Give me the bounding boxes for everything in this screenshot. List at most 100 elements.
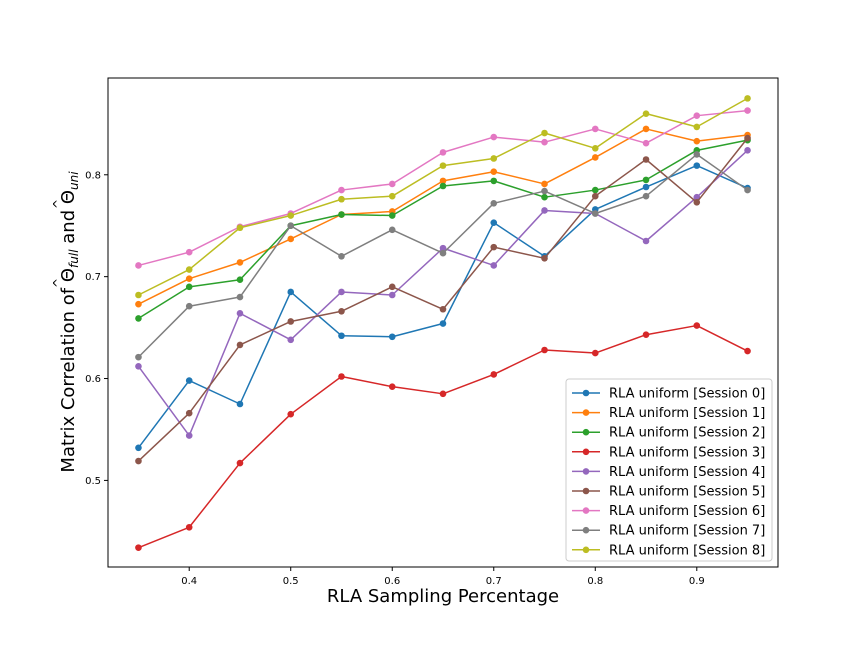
data-point	[236, 224, 244, 232]
data-point	[693, 137, 701, 145]
legend: RLA uniform [Session 0] RLA uniform [Sess…	[565, 378, 773, 562]
legend-marker	[582, 487, 590, 495]
data-point	[642, 192, 650, 200]
y-tick-label: 0.6	[85, 374, 101, 385]
data-point	[642, 331, 650, 339]
legend-marker	[582, 468, 590, 475]
data-point	[591, 186, 599, 194]
x-axis-ticks: 0.4 0.5 0.6 0.7 0.8 0.9	[181, 567, 705, 587]
data-point	[236, 341, 244, 349]
data-point	[388, 283, 396, 291]
data-point	[388, 192, 396, 200]
data-point	[490, 200, 498, 207]
data-point	[338, 332, 345, 340]
data-point	[388, 212, 396, 219]
series-session-7	[135, 151, 751, 361]
data-point	[338, 288, 345, 296]
data-point	[490, 371, 498, 378]
data-point	[693, 112, 701, 119]
data-point	[338, 373, 345, 380]
legend-entry: RLA uniform [Session 5]	[572, 485, 765, 500]
data-point	[236, 459, 244, 467]
data-point	[236, 293, 244, 301]
data-point	[439, 320, 447, 327]
legend-label: RLA uniform [Session 6]	[609, 504, 765, 519]
data-point	[185, 432, 193, 439]
data-point	[591, 210, 599, 217]
data-point	[744, 347, 751, 355]
y-axis-title-sub-uni: uni	[67, 171, 81, 190]
data-point	[541, 207, 548, 214]
data-point	[185, 523, 193, 531]
data-point	[388, 180, 396, 188]
data-point	[439, 305, 447, 313]
data-point	[135, 363, 142, 370]
data-point	[591, 349, 599, 357]
data-point	[591, 154, 599, 161]
data-point	[642, 110, 650, 117]
data-point	[744, 134, 751, 142]
data-point	[693, 193, 701, 201]
x-tick-label: 0.9	[689, 576, 705, 587]
data-point	[236, 276, 244, 284]
legend-label: RLA uniform [Session 2]	[609, 426, 765, 441]
data-point	[135, 353, 142, 361]
series-session-5	[135, 134, 751, 465]
data-point	[287, 222, 295, 230]
data-point	[642, 237, 650, 245]
data-point	[338, 252, 345, 260]
data-point	[744, 95, 751, 102]
data-point	[490, 243, 498, 251]
data-point	[287, 235, 295, 243]
data-point	[185, 266, 193, 273]
data-point	[490, 219, 498, 226]
data-point	[693, 123, 701, 131]
data-point	[591, 192, 599, 200]
legend-items: RLA uniform [Session 0] RLA uniform [Sess…	[572, 387, 765, 558]
x-axis-title: RLA Sampling Percentage	[327, 586, 559, 607]
legend-label: RLA uniform [Session 1]	[609, 406, 765, 421]
data-point	[185, 377, 193, 384]
legend-marker	[582, 546, 590, 554]
data-point	[338, 211, 345, 218]
legend-entry: RLA uniform [Session 3]	[572, 445, 765, 460]
data-point	[693, 322, 701, 329]
series-session-3	[135, 322, 751, 551]
legend-marker	[582, 448, 590, 456]
x-tick-label: 0.6	[384, 576, 400, 587]
y-axis-ticks: 0.5 0.6 0.7 0.8	[85, 170, 108, 487]
data-point	[490, 177, 498, 185]
legend-entry: RLA uniform [Session 2]	[572, 426, 765, 441]
data-point	[388, 383, 396, 390]
data-point	[541, 346, 548, 354]
y-tick-label: 0.5	[85, 476, 101, 487]
data-point	[490, 168, 498, 176]
data-point	[236, 310, 244, 317]
data-point	[338, 307, 345, 315]
data-point	[287, 410, 295, 418]
data-point	[744, 147, 751, 154]
x-tick-label: 0.7	[486, 576, 502, 587]
data-point	[591, 125, 599, 133]
data-point	[236, 259, 244, 266]
legend-entry: RLA uniform [Session 0]	[572, 387, 765, 402]
data-point	[287, 212, 295, 219]
data-point	[135, 262, 142, 269]
data-point	[541, 255, 548, 262]
y-tick-label: 0.7	[85, 272, 101, 283]
legend-marker	[582, 389, 590, 397]
data-point	[541, 187, 548, 195]
legend-label: RLA uniform [Session 4]	[609, 465, 765, 480]
data-point	[541, 138, 548, 146]
data-point	[693, 198, 701, 206]
y-tick-label: 0.8	[85, 170, 101, 181]
legend-label: RLA uniform [Session 8]	[609, 543, 765, 558]
data-point	[185, 409, 193, 417]
data-point	[135, 444, 142, 452]
data-point	[439, 244, 447, 252]
data-point	[185, 302, 193, 310]
x-tick-label: 0.8	[587, 576, 603, 587]
data-point	[135, 544, 142, 551]
plot-area-frame	[107, 77, 779, 568]
data-point	[287, 336, 295, 344]
